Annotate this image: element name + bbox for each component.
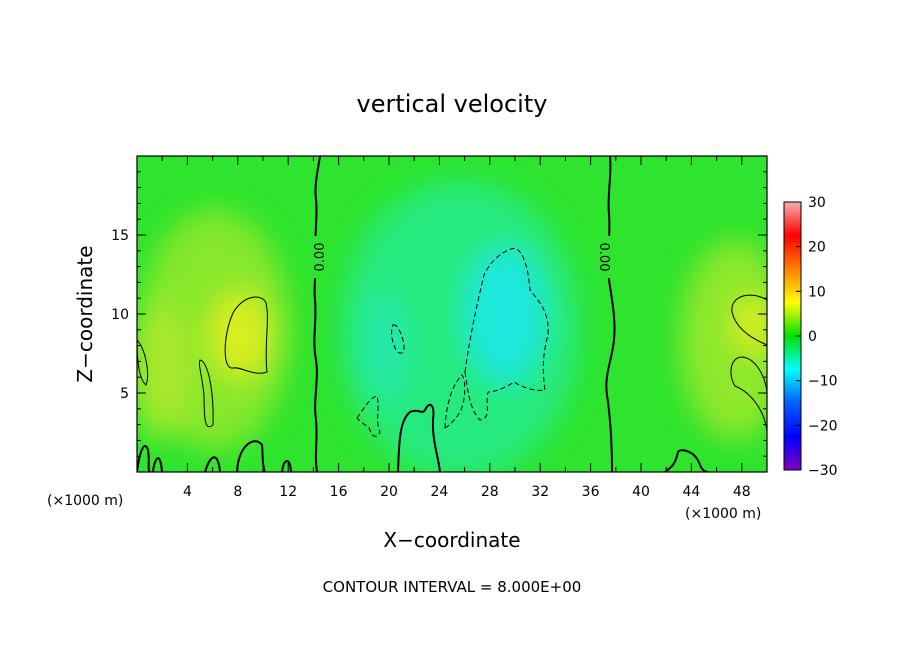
x-unit-label-left: (×1000 m) xyxy=(47,493,123,509)
x-tick-label: 16 xyxy=(330,484,348,500)
contour-label-bg-left xyxy=(310,236,326,278)
colorbar-tick-label: 0 xyxy=(808,329,817,345)
contour-left-edge xyxy=(137,339,149,386)
colorbar-tick-label: −10 xyxy=(808,374,838,390)
x-tick-label: 40 xyxy=(632,484,650,500)
y-tick-label: 15 xyxy=(111,228,129,244)
blob-far-left-warm xyxy=(137,300,190,440)
zero-contour-left xyxy=(313,156,321,472)
colorbar-tick-label: 10 xyxy=(808,284,826,300)
contour-labels: 0.00 0.00 xyxy=(310,236,614,278)
contour-neg-small-2 xyxy=(356,395,381,437)
x-tick-label: 28 xyxy=(481,484,499,500)
contour-bottom-2 xyxy=(152,457,163,472)
contour-left-warm xyxy=(224,296,268,374)
colorbar-tick-label: −20 xyxy=(808,418,838,434)
contour-neg-small-3 xyxy=(444,374,466,429)
x-tick-label: 12 xyxy=(279,484,297,500)
contour-label-bg-right xyxy=(598,236,614,278)
colorbar-tick-label: 30 xyxy=(808,195,826,211)
contour-bottom-5 xyxy=(281,460,292,472)
contour-bottom-4 xyxy=(236,440,266,472)
blob-right-warm-core xyxy=(732,295,767,355)
contour-lines xyxy=(137,156,767,472)
x-tick-label: 44 xyxy=(682,484,700,500)
contour-label-left: 0.00 xyxy=(313,243,328,272)
x-tick-label: 4 xyxy=(183,484,192,500)
x-tick-label: 8 xyxy=(233,484,242,500)
blob-cool-core xyxy=(463,245,547,385)
x-tick-label: 24 xyxy=(430,484,448,500)
contour-label-right: 0.00 xyxy=(596,243,611,272)
contour-right-upper xyxy=(731,294,767,346)
contour-neg-small-1 xyxy=(391,324,405,354)
colorbar-tick-label: 20 xyxy=(808,240,826,256)
blob-cool-small xyxy=(360,290,410,400)
chart-title: vertical velocity xyxy=(357,90,548,118)
contour-right-lower xyxy=(730,356,767,433)
x-unit-label-right: (×1000 m) xyxy=(685,506,761,522)
x-axis-label: X−coordinate xyxy=(383,528,520,552)
contour-left-narrow xyxy=(199,359,214,428)
y-axis-label: Z−coordinate xyxy=(73,245,97,382)
plot-area: 0.00 0.00 xyxy=(137,156,767,472)
contour-bottom-6 xyxy=(397,403,441,472)
contour-interval-text: CONTOUR INTERVAL = 8.000E+00 xyxy=(323,578,582,596)
contour-bottom-1 xyxy=(137,444,151,472)
blob-left-warm-core xyxy=(208,290,272,380)
contour-neg-core xyxy=(464,247,549,421)
contour-bottom-7 xyxy=(664,449,709,472)
zero-contour-right xyxy=(605,156,616,472)
colorbar-tick-label: −30 xyxy=(808,463,838,479)
y-tick-label: 10 xyxy=(111,307,129,323)
x-tick-label: 32 xyxy=(531,484,549,500)
field-shading xyxy=(137,180,767,472)
x-tick-label: 36 xyxy=(582,484,600,500)
x-axis: 4 8 12 16 20 24 28 32 36 40 44 48 xyxy=(161,156,751,500)
colorbar: 30 20 10 0 −10 −20 −30 xyxy=(783,195,838,479)
x-tick-label: 48 xyxy=(733,484,751,500)
y-axis: 5 10 15 xyxy=(111,171,767,457)
y-tick-label: 5 xyxy=(120,386,129,402)
x-tick-label: 20 xyxy=(380,484,398,500)
contour-bottom-3 xyxy=(204,456,221,472)
colorbar-ticks: 30 20 10 0 −10 −20 −30 xyxy=(796,195,838,479)
blob-right-warm xyxy=(680,240,767,440)
